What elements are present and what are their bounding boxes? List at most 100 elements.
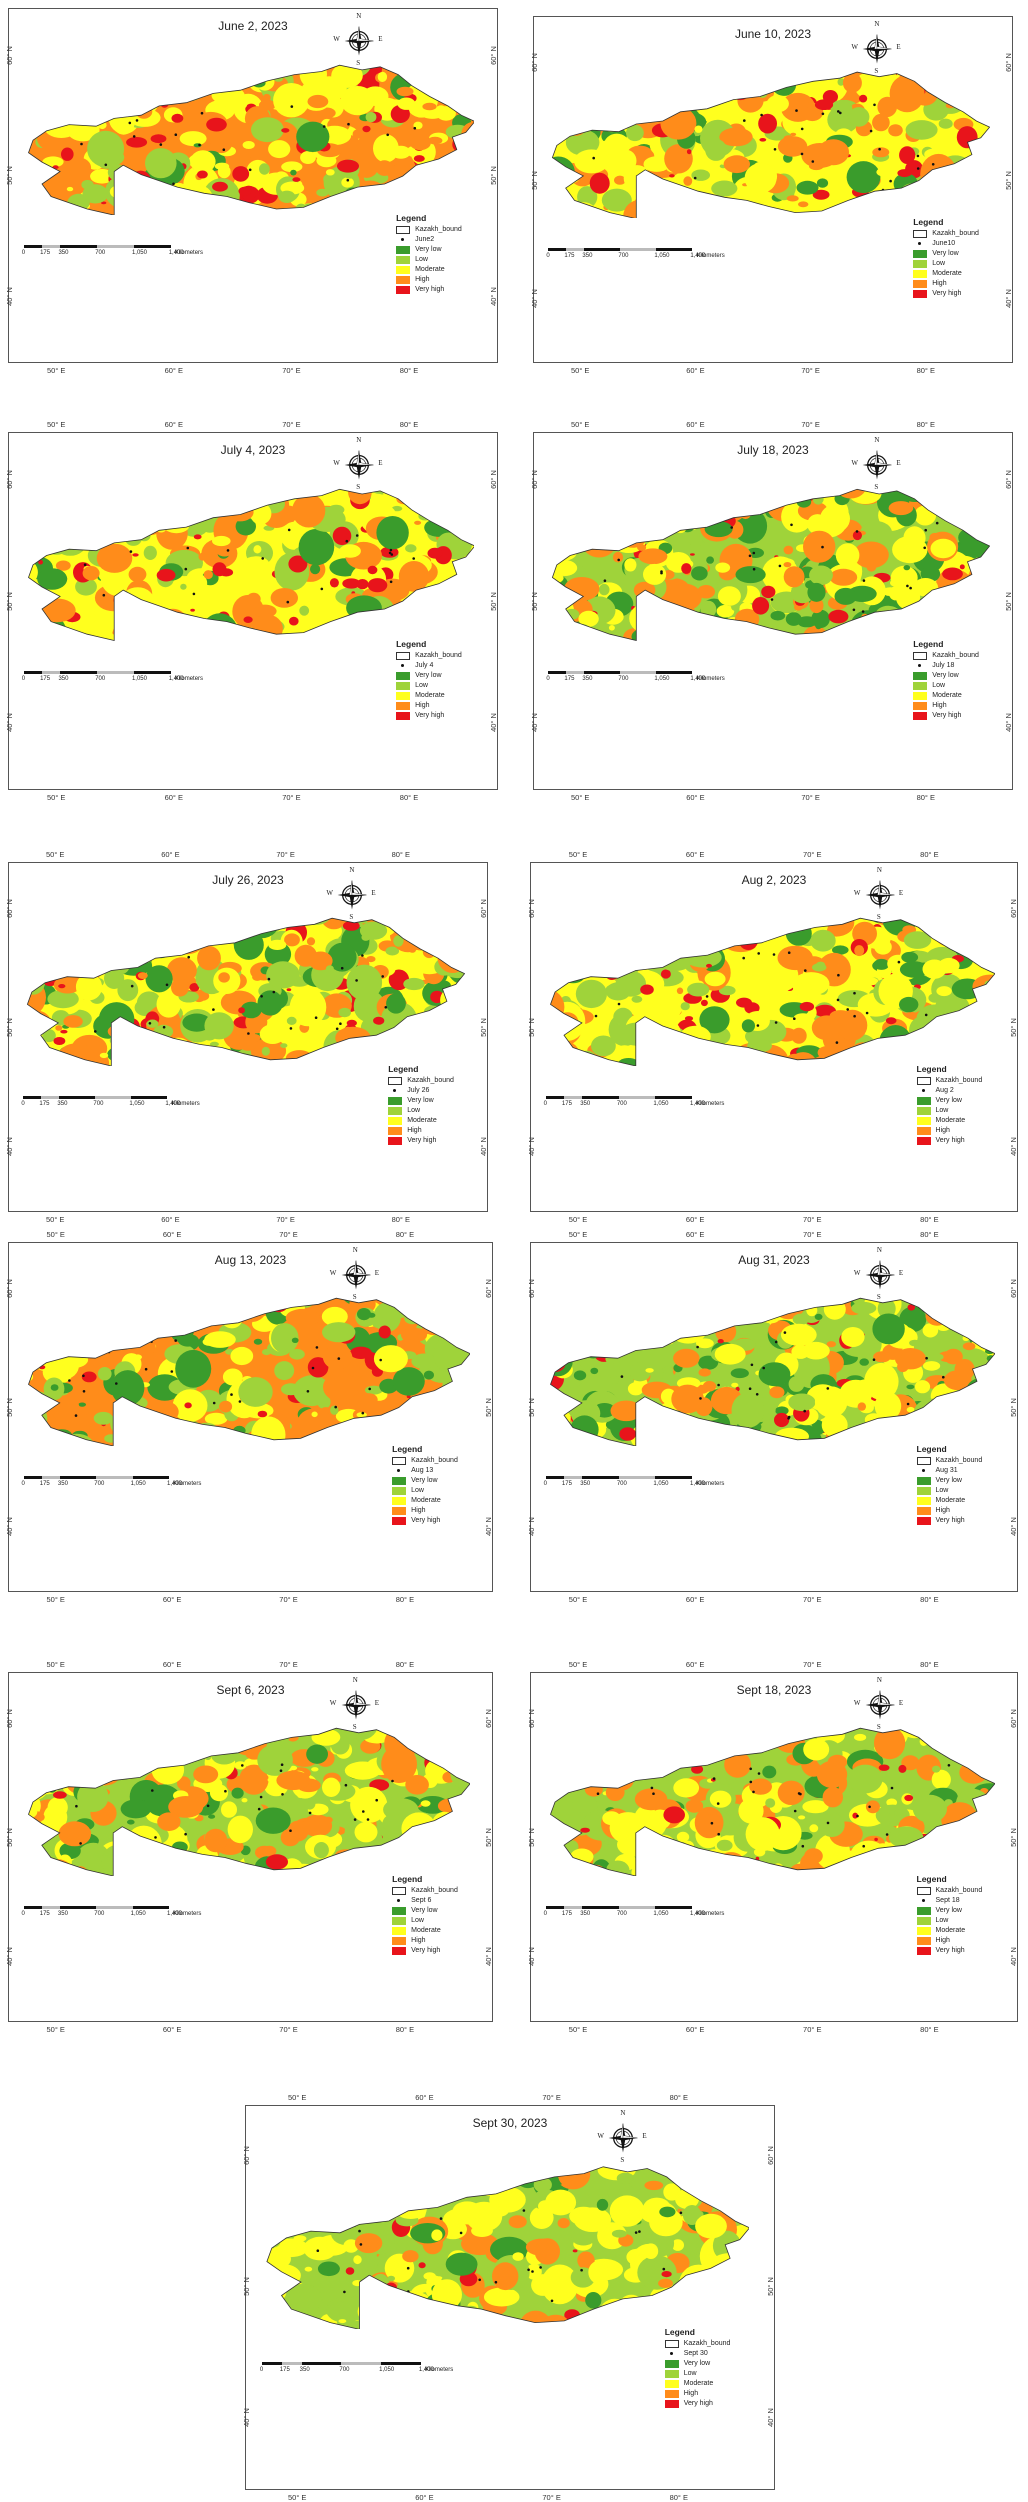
- panel-title: Sept 30, 2023: [472, 2116, 548, 2130]
- lon-tick-top: 70° E: [803, 1230, 822, 1239]
- scale-bar-segment: [656, 247, 693, 251]
- legend-swatch: [388, 1117, 403, 1126]
- legend-label: Low: [411, 1487, 424, 1495]
- legend-swatch: [664, 2370, 679, 2379]
- lon-tick-top: 70° E: [279, 1230, 298, 1239]
- legend-label: Kazakh_bound: [935, 1077, 983, 1085]
- legend-row-points: June10: [913, 239, 979, 249]
- legend-swatch: [664, 2400, 679, 2409]
- compass-e-label: E: [374, 1699, 380, 1707]
- legend-row-class: Low: [916, 1916, 983, 1926]
- legend-swatch: [916, 1117, 931, 1126]
- lat-tick-left: 40° N: [4, 1517, 14, 1536]
- compass-rose-icon: [344, 450, 374, 480]
- legend-swatch: [916, 1487, 931, 1496]
- country-boundary: [549, 917, 995, 1066]
- scale-bar-segment: [563, 1475, 583, 1479]
- compass-n-label: N: [620, 2109, 626, 2117]
- lat-tick-right: 40° N: [488, 713, 498, 733]
- risk-class-map: [27, 1297, 470, 1446]
- scale-bar-segment: [95, 1095, 132, 1099]
- legend-row-class: Moderate: [396, 265, 462, 275]
- lat-tick-left: 50° N: [4, 1018, 14, 1037]
- map-legend: Legend Kazakh_bound Aug 2 Very low Low Modera…: [916, 1064, 983, 1146]
- lat-tick-left: 50° N: [4, 591, 14, 611]
- legend-row-class: High: [392, 1506, 458, 1516]
- lat-tick-left: 40° N: [4, 287, 14, 306]
- legend-row-class: Very low: [392, 1476, 458, 1486]
- north-arrow-icon: [339, 1685, 373, 1725]
- lon-tick-bottom: 60° E: [685, 1595, 705, 1604]
- scale-bar-label: 175: [561, 1480, 572, 1487]
- map-frame: July 26, 2023 N S E W 0 175 350 700 1,050 1,400 Kil…: [8, 862, 488, 1212]
- scale-bar-label: 700: [616, 1910, 627, 1917]
- legend-label: Moderate: [935, 1497, 966, 1505]
- legend-label: Moderate: [415, 266, 445, 274]
- legend-swatch: [664, 2360, 679, 2369]
- scale-bar-label: 1,400: [690, 252, 706, 259]
- legend-label: Very low: [935, 1907, 962, 1915]
- legend-row-class: Low: [664, 2369, 731, 2379]
- legend-row-points: Sept 18: [917, 1896, 983, 1906]
- lon-tick-bottom: 60° E: [686, 366, 705, 375]
- lat-tick-right: 50° N: [1008, 1398, 1018, 1417]
- legend-swatch: [916, 1947, 931, 1956]
- lon-tick-bottom: 80° E: [920, 1215, 939, 1224]
- legend-label: Very low: [411, 1907, 438, 1915]
- legend-swatch: [913, 279, 928, 288]
- lat-tick-right: 60° N: [478, 899, 488, 918]
- lat-tick-left: 40° N: [4, 713, 14, 733]
- legend-label: Low: [415, 681, 428, 689]
- legend-row-class: Very high: [664, 2399, 731, 2409]
- legend-label: Very low: [932, 671, 959, 679]
- legend-row-boundary: Kazakh_bound: [913, 229, 979, 239]
- legend-swatch: [913, 691, 928, 700]
- scale-bar-label: 1,050: [654, 252, 670, 259]
- scale-bar-segment: [60, 245, 98, 249]
- legend-row-class: Very low: [396, 671, 462, 681]
- scale-bar: 0 175 350 700 1,050 1,400 Kilometers: [22, 245, 230, 263]
- lat-tick-left: 50° N: [4, 166, 14, 186]
- lat-tick-left: 60° N: [4, 1709, 14, 1728]
- compass-rose-icon: [344, 26, 374, 56]
- compass-e-label: E: [378, 459, 383, 467]
- legend-row-boundary: Kazakh_bound: [913, 651, 979, 661]
- compass-rose-icon: [341, 1260, 371, 1290]
- lon-tick-bottom: 60° E: [162, 1595, 182, 1604]
- legend-row-points: July 4: [396, 661, 462, 671]
- lat-tick-left: 40° N: [529, 288, 539, 308]
- legend-row-class: High: [913, 279, 979, 289]
- lon-tick-top: 60° E: [685, 850, 705, 859]
- legend-label: Very high: [932, 289, 962, 297]
- legend-label: Low: [407, 1107, 421, 1115]
- legend-row-class: Very high: [916, 1946, 983, 1956]
- panel-title: July 18, 2023: [737, 443, 809, 457]
- boundary-swatch: [392, 1887, 407, 1896]
- lon-tick-top: 80° E: [395, 1660, 415, 1669]
- scale-bar: 0 175 350 700 1,050 1,400 Kilometers: [544, 1905, 751, 1924]
- legend-row-points: July 18: [913, 661, 979, 671]
- lat-tick-right: 50° N: [483, 1828, 493, 1847]
- compass-e-label: E: [898, 1269, 904, 1277]
- north-arrow-icon: [335, 875, 369, 915]
- lon-tick-bottom: 60° E: [161, 1215, 180, 1224]
- legend-label: Aug 2: [935, 1087, 954, 1095]
- legend-label: Kazakh_bound: [415, 651, 462, 659]
- scale-bar-unit: Kilometers: [696, 1910, 725, 1917]
- scale-bar-segment: [566, 247, 585, 251]
- scale-bar-segment: [59, 1905, 97, 1909]
- panel-title: July 4, 2023: [220, 443, 286, 457]
- legend-label: Sept 6: [411, 1897, 432, 1905]
- panel-title: June 10, 2023: [734, 27, 812, 41]
- scale-bar-label: 1,400: [690, 1480, 706, 1487]
- legend-title: Legend: [396, 638, 427, 649]
- legend-swatch: [396, 286, 411, 295]
- legend-label: High: [415, 701, 430, 709]
- risk-class-map: [552, 71, 990, 219]
- scale-bar-label: 700: [616, 1100, 627, 1107]
- legend-swatch: [916, 1127, 931, 1136]
- scale-bar-segment: [23, 1095, 42, 1099]
- lon-tick-bottom: 70° E: [282, 793, 301, 802]
- scale-bar-segment: [261, 2362, 282, 2366]
- legend-row-class: Moderate: [916, 1496, 983, 1506]
